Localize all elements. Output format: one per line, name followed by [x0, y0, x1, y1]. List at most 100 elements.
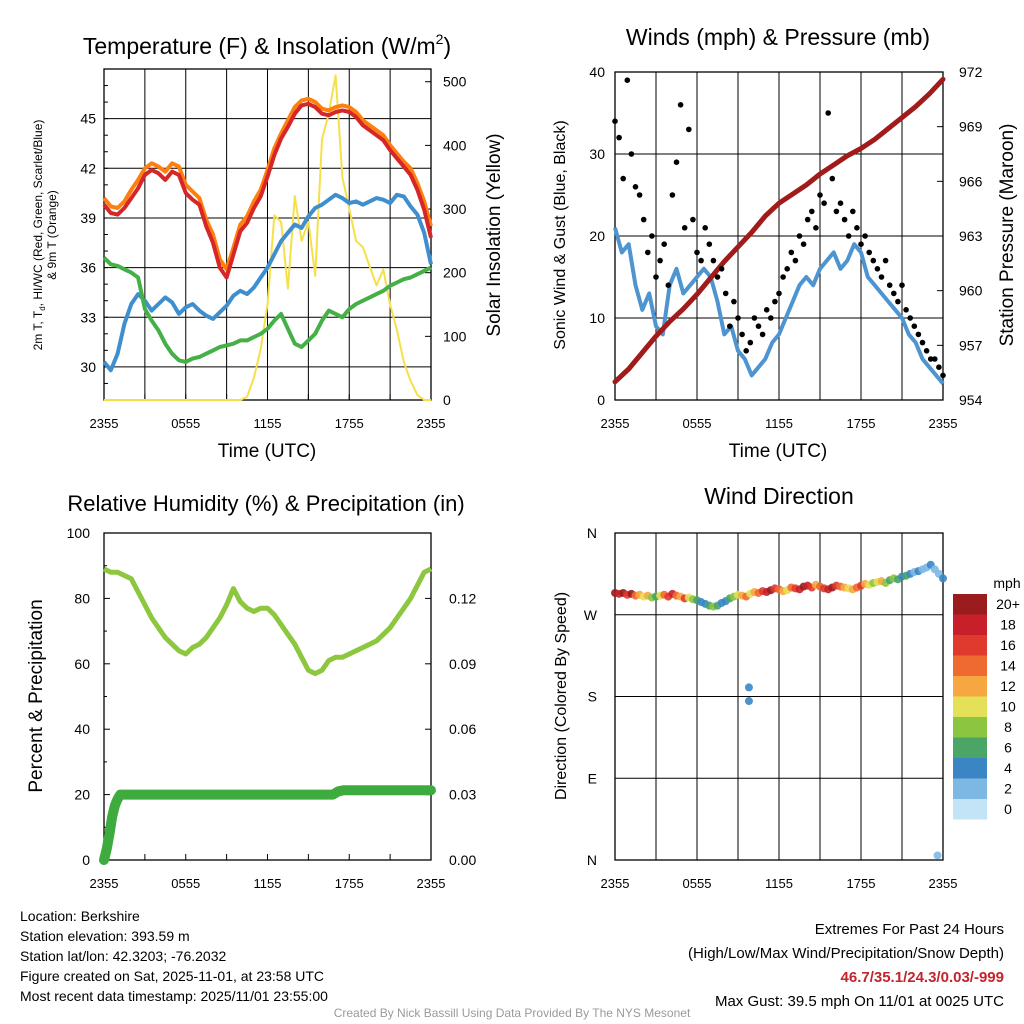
gust-point	[903, 307, 909, 313]
max-gust: Max Gust: 39.5 mph On 11/01 at 0025 UTC	[714, 993, 1004, 1010]
gust-point	[759, 331, 766, 338]
gust-point	[804, 216, 811, 223]
y-right-tick-label: 0.06	[449, 721, 476, 737]
y-right-tick-label: 957	[959, 337, 983, 353]
gust-point	[665, 282, 672, 289]
legend-swatch	[953, 799, 987, 820]
legend-label: 10	[1000, 699, 1016, 715]
y-tick-label: E	[588, 770, 597, 786]
y-right-tick-label: 960	[959, 283, 983, 299]
direction-point	[744, 697, 753, 706]
temperature-ylabel-2: & 9m T (Orange)	[45, 190, 59, 280]
gust-point	[915, 331, 922, 338]
gust-point	[923, 348, 930, 354]
legend-swatch	[953, 655, 987, 676]
gust-point	[694, 249, 700, 256]
x-tick-label: 2355	[90, 416, 119, 431]
y-tick-label: 0	[82, 852, 90, 868]
y-right-tick-label: 969	[959, 119, 983, 135]
gust-point	[636, 192, 643, 198]
gust-point	[788, 249, 795, 256]
gust-point	[714, 274, 721, 280]
gust-point	[936, 364, 942, 371]
y-tick-label: 10	[589, 310, 605, 326]
gust-point	[673, 159, 680, 165]
gust-point	[829, 175, 836, 182]
legend-swatch	[953, 614, 987, 635]
gust-point	[780, 274, 786, 280]
y-right-tick-label: 954	[959, 392, 983, 408]
y-tick-label: 30	[589, 146, 605, 162]
y-tick-label: 80	[74, 590, 90, 606]
y-right-tick-label: 0.03	[449, 787, 476, 803]
gust-point	[743, 348, 749, 354]
gust-point	[628, 151, 635, 157]
x-tick-label: 2355	[601, 876, 630, 891]
temperature-ylabel: 2m T, Td, HI/WC (Red, Green, Scarlet/Blu…	[31, 120, 47, 351]
station-info: Location: Berkshire Station elevation: 3…	[20, 906, 328, 1006]
gust-point	[792, 257, 799, 264]
plot-border	[614, 71, 944, 401]
gust-point	[845, 233, 852, 239]
gust-point	[870, 257, 877, 264]
speed-legend: mph 20+ 18 16 14 12 10 8 6 4 2 0	[953, 575, 1021, 820]
gust-point	[632, 184, 639, 190]
x-tick-label: 2355	[417, 416, 446, 431]
station-elevation: Station elevation: 393.59 m	[20, 928, 190, 944]
gust-point	[919, 339, 926, 346]
temperature-panel: Temperature (F) & Insolation (W/m2) 30 33…	[31, 31, 505, 462]
winds-plot-area: 0 10 20 30 40 954 957 960 963 966 969 972 2355 0555 11…	[589, 64, 982, 431]
gust-point	[698, 257, 704, 264]
humidity-panel: Relative Humidity (%) & Precipitation (i…	[26, 491, 476, 891]
gust-point	[690, 216, 696, 223]
gust-point	[874, 266, 881, 272]
x-tick-label: 2355	[929, 876, 958, 891]
y-tick-label: W	[584, 607, 598, 623]
gust-point	[739, 331, 745, 338]
y-right-tick-label: 100	[443, 328, 467, 344]
legend-swatch	[953, 696, 987, 717]
legend-label: 6	[1004, 740, 1012, 756]
y-tick-label: S	[588, 689, 597, 705]
gust-point	[772, 298, 778, 305]
y-right-tick-label: 0.09	[449, 656, 476, 672]
series-line-station-pressure	[612, 76, 946, 385]
gust-point	[837, 200, 844, 206]
temperature-plot-area: 30 33 36 39 42 45 0 100 200 300 400 500 2355 0555 1155…	[80, 68, 467, 431]
gust-point	[800, 241, 807, 247]
y-right-tick-label: 0.12	[449, 590, 476, 606]
gust-point	[624, 77, 631, 83]
y-tick-label: 45	[80, 111, 96, 127]
gust-point	[784, 266, 790, 272]
gust-point	[763, 307, 770, 313]
plot-border	[103, 532, 432, 861]
gust-point	[747, 339, 754, 346]
direction-point	[744, 683, 753, 692]
wind-direction-ylabel: Direction (Colored By Speed)	[553, 592, 570, 800]
extremes-values: 46.7/35.1/24.3/0.03/-999	[840, 969, 1004, 986]
pressure-ylabel: Station Pressure (Maroon)	[997, 124, 1018, 347]
y-tick-label: 20	[589, 228, 605, 244]
gust-point	[657, 257, 663, 264]
extremes-info: Extremes For Past 24 Hours (High/Low/Max…	[688, 918, 1004, 1014]
y-right-tick-label: 963	[959, 228, 983, 244]
winds-panel: Winds (mph) & Pressure (mb) 0 10 20 30 40 954…	[552, 24, 1018, 462]
gust-point	[645, 249, 651, 256]
gust-point	[669, 192, 676, 198]
gust-point	[858, 241, 864, 247]
y-tick-label: 20	[74, 787, 90, 803]
y-right-tick-label: 300	[443, 201, 467, 217]
gust-point	[907, 315, 913, 321]
gust-point	[866, 249, 872, 256]
gust-point	[850, 208, 856, 215]
legend-label: 20+	[996, 596, 1020, 612]
legend-label: 14	[1000, 658, 1016, 674]
gust-point	[677, 102, 684, 108]
gust-point	[751, 315, 758, 321]
y-tick-label: 36	[80, 260, 96, 276]
gust-point	[817, 192, 823, 198]
gust-point	[702, 225, 708, 231]
y-right-tick-label: 500	[443, 74, 467, 90]
gust-point	[612, 118, 618, 124]
